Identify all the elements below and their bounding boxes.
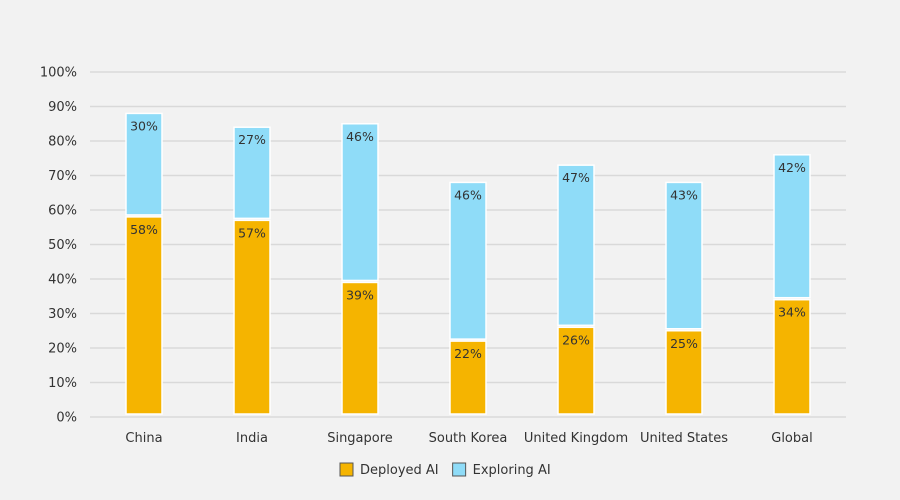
- y-tick-label: 80%: [48, 135, 77, 150]
- legend-swatch: [452, 462, 467, 477]
- data-label: 26%: [562, 332, 590, 347]
- legend-label: Exploring AI: [473, 463, 551, 478]
- x-tick-label: Singapore: [327, 431, 393, 446]
- y-tick-label: 50%: [48, 238, 77, 253]
- data-label: 43%: [670, 187, 698, 202]
- bar-deployed-ai: [665, 330, 703, 415]
- legend-label: Deployed AI: [360, 463, 439, 478]
- y-tick-label: 70%: [48, 169, 77, 184]
- data-label: 34%: [778, 305, 806, 320]
- bars: 58% 30% 57% 27% 39% 46% 22% 46% 26% 47% 25% 43% 34% 4…: [125, 112, 811, 415]
- bar-deployed-ai: [341, 281, 379, 415]
- y-tick-label: 40%: [48, 273, 77, 288]
- bar-exploring-ai: [557, 164, 595, 327]
- data-label: 58%: [130, 222, 158, 237]
- x-tick-label: South Korea: [429, 431, 508, 446]
- bar-deployed-ai: [449, 340, 487, 415]
- y-tick-label: 100%: [40, 66, 77, 81]
- data-label: 39%: [346, 287, 374, 302]
- y-tick-label: 10%: [48, 376, 77, 391]
- x-tick-label: China: [125, 431, 162, 446]
- bar-exploring-ai: [665, 181, 703, 330]
- bar-exploring-ai: [773, 154, 811, 299]
- legend-swatch: [339, 462, 354, 477]
- bar-deployed-ai: [557, 326, 595, 415]
- data-label: 27%: [238, 132, 266, 147]
- x-axis: China India Singapore South Korea United Kin…: [125, 431, 812, 446]
- y-tick-label: 60%: [48, 204, 77, 219]
- bar-deployed-ai: [125, 216, 163, 415]
- x-tick-label: United States: [640, 431, 728, 446]
- data-label: 25%: [670, 336, 698, 351]
- bar-exploring-ai: [125, 112, 163, 216]
- data-label: 30%: [130, 118, 158, 133]
- data-label: 47%: [562, 170, 590, 185]
- y-tick-label: 0%: [56, 411, 77, 426]
- bar-exploring-ai: [449, 181, 487, 340]
- bar-exploring-ai: [341, 123, 379, 282]
- x-tick-label: Global: [771, 431, 812, 446]
- x-tick-label: India: [236, 431, 268, 446]
- bar-exploring-ai: [233, 126, 271, 220]
- data-label: 57%: [238, 225, 266, 240]
- x-tick-label: United Kingdom: [524, 431, 628, 446]
- y-tick-label: 90%: [48, 100, 77, 115]
- bar-deployed-ai: [233, 219, 271, 415]
- data-label: 46%: [454, 187, 482, 202]
- bar-deployed-ai: [773, 298, 811, 415]
- y-tick-label: 30%: [48, 307, 77, 322]
- data-label: 42%: [778, 160, 806, 175]
- y-axis: 0% 10% 20% 30% 40% 50% 60% 70% 80% 90% 100%: [40, 66, 77, 426]
- data-label: 22%: [454, 346, 482, 361]
- y-tick-label: 20%: [48, 342, 77, 357]
- data-label: 46%: [346, 129, 374, 144]
- legend: Deployed AI Exploring AI: [339, 462, 551, 478]
